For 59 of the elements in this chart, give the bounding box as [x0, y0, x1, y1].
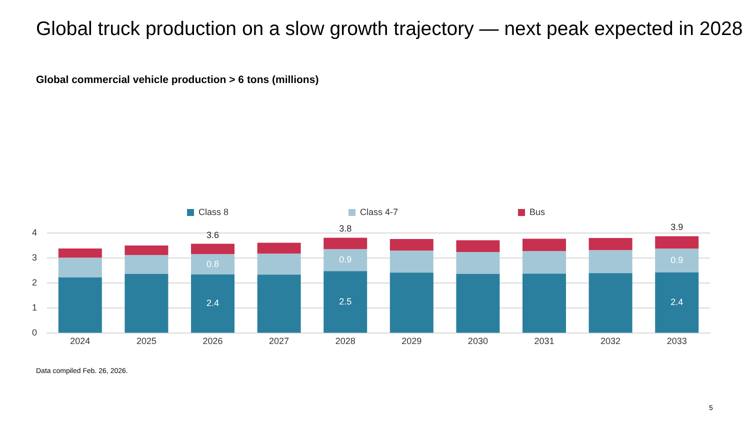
bar	[191, 274, 234, 333]
bar	[522, 274, 566, 333]
bar	[324, 271, 368, 333]
total-label: 3.6	[206, 230, 220, 240]
chart-title: Global truck production on a slow growth trajectory — next peak expected in 2028	[36, 18, 743, 41]
bar	[588, 250, 632, 274]
data-label: 0.9	[670, 255, 684, 266]
legend-label: Class 4-7	[360, 206, 398, 217]
bar	[324, 249, 368, 272]
bar	[390, 250, 434, 273]
bar	[58, 258, 102, 278]
bar	[191, 244, 234, 254]
bar	[124, 255, 168, 274]
y-tick-label: 3	[32, 252, 38, 263]
bar	[58, 277, 102, 333]
y-tick-label: 1	[32, 302, 38, 313]
legend-label: Class 8	[198, 206, 228, 217]
data-label: 0.8	[206, 258, 220, 269]
x-tick-label: 2026	[202, 336, 223, 346]
x-tick-label: 2024	[70, 336, 90, 346]
x-tick-label: 2029	[402, 336, 422, 346]
x-tick-label: 2031	[534, 336, 554, 346]
bar	[257, 242, 301, 254]
y-tick-label: 2	[32, 278, 38, 288]
data-label: 0.9	[339, 254, 352, 265]
y-tick-label: 0	[32, 328, 38, 338]
bar	[124, 246, 168, 256]
total-label: 3.8	[339, 224, 352, 234]
data-label: 2.5	[339, 296, 352, 306]
data-label: 2.4	[206, 298, 220, 308]
bar	[124, 274, 168, 333]
x-tick-label: 2027	[269, 336, 290, 346]
bar	[257, 254, 301, 275]
x-tick-label: 2032	[600, 336, 621, 346]
data-label: 2.4	[670, 297, 684, 307]
bar	[522, 251, 566, 274]
x-tick-label: 2033	[666, 336, 687, 346]
bar	[655, 272, 699, 333]
x-tick-label: 2028	[335, 336, 356, 346]
bar	[191, 254, 234, 274]
bar	[655, 236, 699, 249]
x-tick-label: 2030	[468, 336, 488, 346]
bar	[655, 248, 699, 272]
bar	[456, 252, 500, 274]
bar	[456, 240, 500, 252]
total-label: 3.9	[670, 222, 684, 232]
bar	[257, 274, 301, 333]
bar	[588, 238, 632, 250]
bar	[588, 273, 632, 333]
legend-label: Bus	[530, 206, 546, 217]
x-tick-label: 2025	[136, 336, 156, 346]
bar	[324, 238, 368, 250]
bar	[390, 239, 434, 251]
bar	[522, 238, 566, 252]
bar	[58, 248, 102, 258]
bar	[390, 272, 434, 333]
bar	[456, 274, 500, 333]
y-tick-label: 4	[32, 227, 38, 238]
chart-subtitle: Global commercial vehicle production > 6 tons (millions)	[36, 74, 319, 86]
